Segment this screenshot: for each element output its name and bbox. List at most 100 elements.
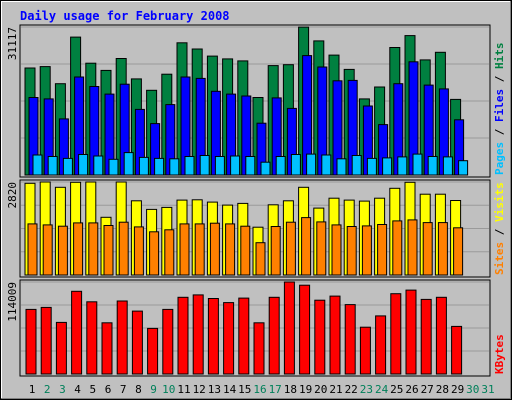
bar-kbytes-day-14 (223, 302, 235, 375)
bar-pages-day-5 (93, 155, 104, 176)
x-tick-label-day-20: 20 (314, 383, 327, 396)
bar-sites-day-17 (270, 226, 281, 276)
bar-sites-day-14 (225, 223, 236, 276)
x-tick-label-day-8: 8 (135, 383, 142, 396)
x-tick-label-day-3: 3 (59, 383, 66, 396)
x-tick-label-day-28: 28 (436, 383, 449, 396)
bar-sites-day-23 (361, 225, 372, 276)
x-tick-label-day-6: 6 (105, 383, 112, 396)
x-tick-label-day-30: 30 (466, 383, 479, 396)
bar-pages-day-26 (412, 153, 423, 176)
x-tick-label-day-4: 4 (74, 383, 81, 396)
bar-pages-day-25 (397, 156, 408, 176)
bar-kbytes-day-25 (390, 293, 402, 375)
bar-kbytes-day-18 (283, 281, 295, 375)
panel-hits: 31117 Pages / Files / Hits (6, 24, 506, 178)
bar-kbytes-day-10 (162, 308, 174, 375)
panel-kbytes-legend: KBytes (493, 334, 506, 374)
panel-visits-legend: Sites / Visits (493, 182, 506, 275)
x-tick-label-day-23: 23 (360, 383, 373, 396)
bar-kbytes-day-5 (86, 301, 98, 375)
bar-pages-day-29 (458, 160, 469, 176)
bar-pages-day-20 (321, 154, 332, 176)
bar-kbytes-day-27 (420, 298, 432, 375)
bar-sites-day-18 (285, 221, 296, 276)
x-axis-day-labels: 1 2 3 4 5 6 7 8 9 10 11 12 13 14 15 16 17 18 19 20 21 22 23 24 2… (29, 383, 495, 396)
chart-panels: 31117 Pages / Files / Hits 2820 Sites / Vis… (6, 24, 506, 377)
bar-pages-day-4 (78, 154, 89, 176)
bar-sites-day-9 (149, 231, 160, 276)
bar-kbytes-day-22 (344, 304, 356, 375)
x-tick-label-day-21: 21 (329, 383, 342, 396)
series-pages (32, 152, 469, 176)
legend-hits: Hits (493, 43, 506, 70)
bar-pages-day-6 (108, 158, 119, 176)
bar-pages-day-17 (275, 156, 286, 176)
bar-pages-day-13 (214, 156, 225, 176)
panel-kbytes-scale-label: 114009 (6, 282, 19, 322)
bar-kbytes-day-21 (329, 295, 341, 375)
series-files (28, 55, 465, 176)
legend-separator: / (493, 122, 506, 142)
bar-kbytes-day-15 (238, 297, 250, 375)
bar-sites-day-3 (57, 225, 68, 276)
bar-pages-day-27 (427, 156, 438, 176)
bar-sites-day-1 (27, 223, 38, 276)
x-tick-label-day-11: 11 (177, 383, 190, 396)
bar-pages-day-3 (62, 157, 73, 176)
bar-pages-day-22 (351, 155, 362, 176)
bar-sites-day-10 (164, 229, 175, 276)
panel-hits-legend: Pages / Files / Hits (493, 43, 506, 176)
bar-pages-day-23 (366, 157, 377, 176)
x-tick-label-day-7: 7 (120, 383, 127, 396)
bar-pages-day-28 (442, 156, 453, 176)
bar-pages-day-11 (184, 156, 195, 176)
x-tick-label-day-12: 12 (193, 383, 206, 396)
legend-sites: Sites (493, 242, 506, 275)
x-tick-label-day-5: 5 (89, 383, 96, 396)
bar-kbytes-day-13 (207, 298, 219, 375)
bar-pages-day-14 (230, 155, 241, 176)
x-tick-label-day-27: 27 (421, 383, 434, 396)
bar-kbytes-day-16 (253, 322, 265, 375)
bar-pages-day-8 (138, 156, 149, 176)
x-tick-label-day-19: 19 (299, 383, 312, 396)
bar-pages-day-18 (290, 154, 301, 176)
bar-kbytes-day-24 (375, 315, 387, 375)
legend-separator: / (493, 69, 506, 89)
bar-pages-day-24 (382, 157, 393, 176)
x-tick-label-day-26: 26 (405, 383, 418, 396)
bar-kbytes-day-6 (101, 322, 113, 375)
bar-kbytes-day-19 (299, 284, 311, 375)
bar-sites-day-8 (133, 226, 144, 276)
x-tick-label-day-16: 16 (253, 383, 266, 396)
x-tick-label-day-15: 15 (238, 383, 251, 396)
bar-kbytes-day-1 (25, 308, 37, 375)
bar-sites-day-5 (88, 222, 99, 276)
x-tick-label-day-13: 13 (208, 383, 221, 396)
bar-sites-day-27 (422, 222, 433, 276)
legend-separator: / (493, 222, 506, 242)
bar-sites-day-7 (118, 221, 129, 276)
bar-sites-day-4 (73, 222, 84, 276)
x-tick-label-day-14: 14 (223, 383, 237, 396)
bar-sites-day-19 (301, 217, 312, 276)
bar-sites-day-11 (179, 223, 190, 276)
bar-kbytes-day-23 (359, 326, 371, 375)
x-tick-label-day-22: 22 (345, 383, 358, 396)
bar-sites-day-21 (331, 224, 342, 276)
panel-visits: 2820 Sites / Visits (6, 179, 506, 278)
bar-pages-day-9 (154, 157, 165, 176)
bar-sites-day-6 (103, 225, 114, 276)
bar-kbytes-day-12 (192, 294, 204, 375)
x-tick-label-day-2: 2 (44, 383, 51, 396)
bar-pages-day-15 (245, 156, 256, 176)
bar-pages-day-21 (336, 158, 347, 176)
bar-sites-day-20 (316, 221, 327, 276)
series-kbytes (25, 281, 463, 375)
bar-kbytes-day-20 (314, 299, 326, 375)
legend-pages: Pages (493, 142, 506, 175)
bar-sites-day-13 (209, 222, 220, 276)
bar-kbytes-day-9 (147, 327, 159, 375)
